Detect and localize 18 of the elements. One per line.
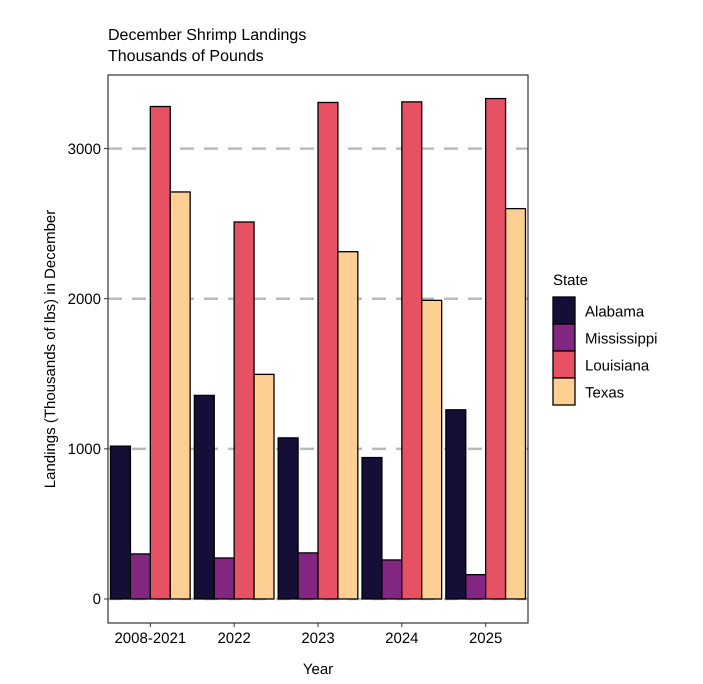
- x-tick-label: 2025: [468, 630, 502, 647]
- legend-label: Mississippi: [585, 330, 658, 348]
- legend-label: Alabama: [585, 303, 645, 320]
- legend-label: Texas: [585, 384, 624, 402]
- y-tick-label: 0: [92, 591, 101, 608]
- x-tick-label: 2022: [217, 630, 251, 647]
- y-tick-label: 2000: [68, 290, 101, 308]
- x-tick-label: 2023: [301, 630, 335, 647]
- chart-subtitle: Thousands of Pounds: [108, 48, 264, 65]
- y-axis-title: Landings (Thousands of lbs) in December: [42, 210, 59, 488]
- y-tick-label: 3000: [68, 140, 101, 158]
- x-tick-label: 2024: [385, 630, 419, 647]
- legend-label: Louisiana: [585, 357, 650, 374]
- chart-title: December Shrimp Landings: [108, 27, 306, 44]
- x-axis-title: Year: [302, 661, 334, 678]
- x-tick-label: 2008-2021: [114, 630, 186, 647]
- y-tick-label: 1000: [68, 441, 101, 458]
- legend-title: State: [553, 272, 588, 289]
